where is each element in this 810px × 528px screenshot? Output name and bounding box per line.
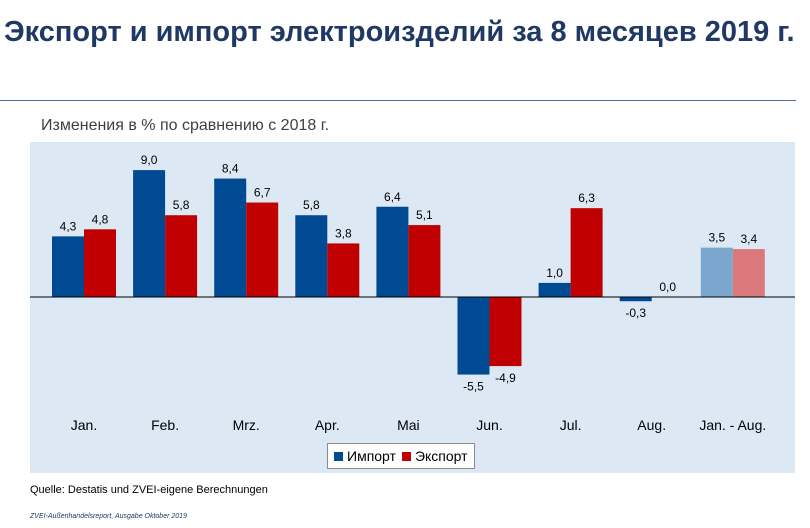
data-label-import-6: 1,0 xyxy=(546,266,563,280)
data-label-import-3: 5,8 xyxy=(303,198,320,212)
data-label-import-1: 9,0 xyxy=(141,153,158,167)
data-label-import-8: 3,5 xyxy=(708,231,725,245)
data-label-export-2: 6,7 xyxy=(254,186,271,200)
bar-export-5 xyxy=(489,297,522,367)
page-title: Экспорт и импорт электроизделий за 8 мес… xyxy=(4,16,795,48)
bar-import-5 xyxy=(457,297,490,375)
data-label-import-5: -5,5 xyxy=(463,380,484,394)
bar-export-0 xyxy=(84,229,116,297)
legend-swatch-import xyxy=(334,451,343,461)
data-label-import-7: -0,3 xyxy=(625,306,646,320)
category-label-7: Aug. xyxy=(637,417,666,433)
chart-subtitle: Изменения в % по сравнению с 2018 г. xyxy=(41,117,330,134)
data-label-import-2: 8,4 xyxy=(222,162,239,176)
data-label-import-4: 6,4 xyxy=(384,190,401,204)
title-divider xyxy=(0,100,796,101)
bar-export-2 xyxy=(246,202,279,297)
bar-import-6 xyxy=(538,282,571,297)
legend-item-import: Импорт xyxy=(334,448,396,464)
data-label-export-4: 5,1 xyxy=(416,208,433,222)
bar-import-0 xyxy=(52,236,84,297)
bar-export-8 xyxy=(732,249,765,297)
data-label-export-3: 3,8 xyxy=(335,226,352,240)
legend-item-export: Экспорт xyxy=(401,448,468,464)
bar-import-2 xyxy=(214,178,247,297)
bar-export-3 xyxy=(327,243,360,297)
data-label-export-5: -4,9 xyxy=(495,371,516,385)
category-label-5: Jun. xyxy=(476,417,502,433)
source-note: Quelle: Destatis und ZVEI-eigene Berechn… xyxy=(30,484,268,496)
category-label-8: Jan. - Aug. xyxy=(699,417,766,433)
data-label-export-8: 3,4 xyxy=(740,232,757,246)
data-label-export-0: 4,8 xyxy=(92,212,109,226)
category-label-2: Mrz. xyxy=(233,417,260,433)
footer-note: ZVEI-Außenhandelsreport, Ausgabe Oktober… xyxy=(30,513,187,520)
bar-import-3 xyxy=(295,215,328,297)
chart-legend: Импорт Экспорт xyxy=(327,443,475,469)
bar-import-1 xyxy=(133,170,166,297)
bar-import-7 xyxy=(619,297,652,302)
data-label-import-0: 4,3 xyxy=(60,219,77,233)
data-label-export-1: 5,8 xyxy=(173,198,190,212)
category-label-4: Mai xyxy=(397,417,420,433)
legend-label-export: Экспорт xyxy=(414,448,468,464)
legend-label-import: Импорт xyxy=(347,448,396,464)
category-label-3: Apr. xyxy=(315,417,340,433)
bar-import-4 xyxy=(376,206,409,297)
category-label-1: Feb. xyxy=(151,417,179,433)
data-label-export-7: 0,0 xyxy=(659,280,676,294)
category-label-6: Jul. xyxy=(560,417,582,433)
bar-export-6 xyxy=(570,208,603,297)
data-label-export-6: 6,3 xyxy=(578,191,595,205)
bar-export-1 xyxy=(165,215,198,297)
bar-export-4 xyxy=(408,225,441,297)
legend-swatch-export xyxy=(401,451,411,461)
bar-import-8 xyxy=(700,247,733,297)
category-label-0: Jan. xyxy=(71,417,97,433)
